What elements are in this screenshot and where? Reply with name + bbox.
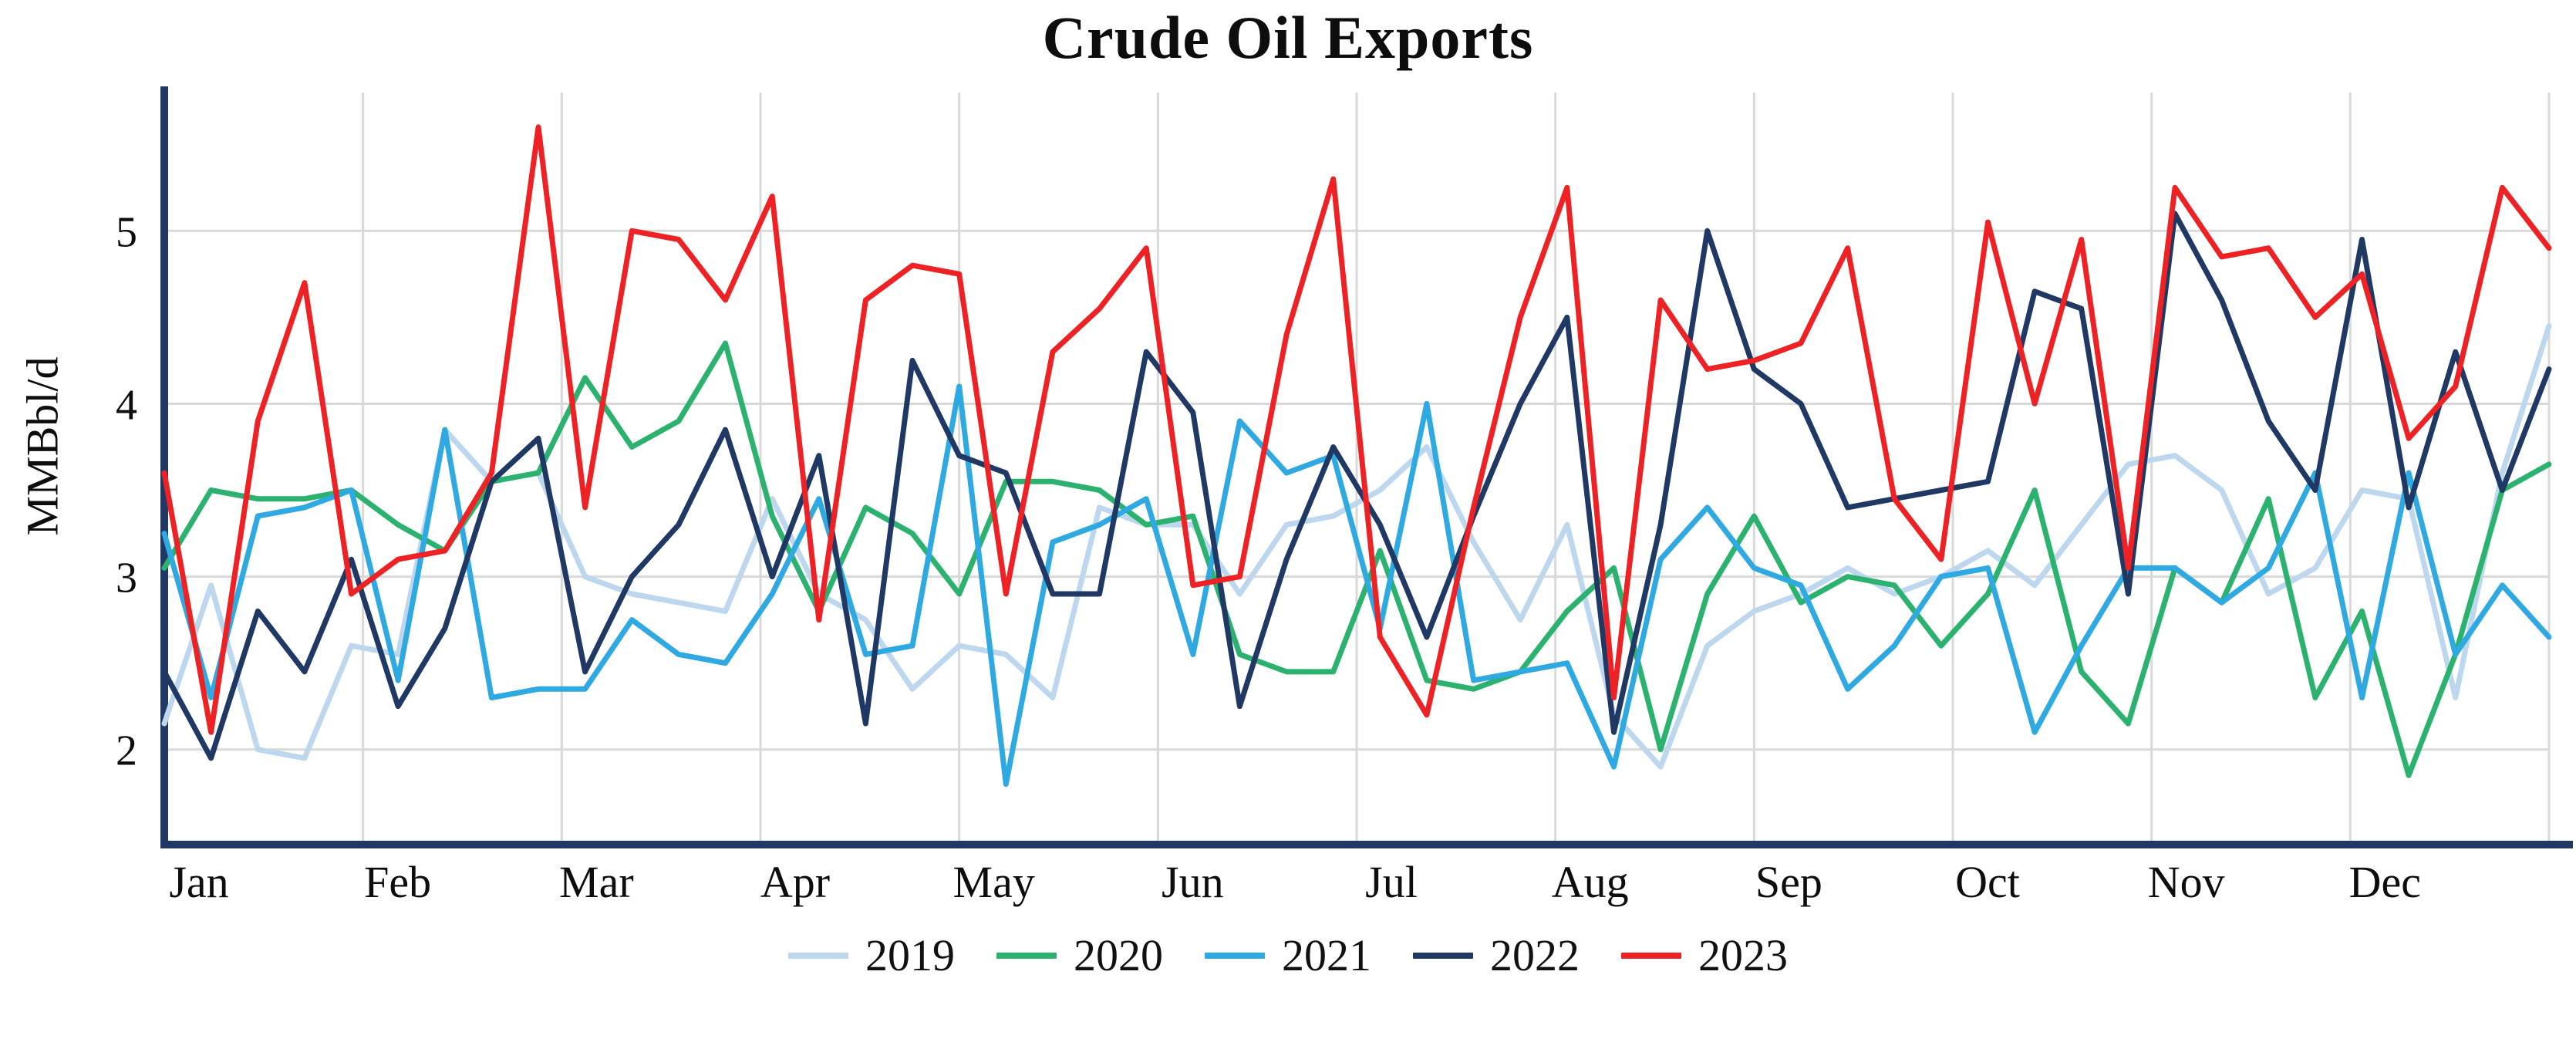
x-tick-label-jan: Jan — [169, 857, 228, 907]
x-tick-label-mar: Mar — [559, 857, 634, 907]
legend-swatch-2021 — [1205, 952, 1265, 959]
legend-label-2019: 2019 — [865, 930, 955, 980]
chart-title: Crude Oil Exports — [1042, 4, 1534, 71]
legend-item-2019: 2019 — [788, 929, 955, 981]
x-tick-label-jul: Jul — [1365, 857, 1418, 907]
x-tick-label-sep: Sep — [1755, 857, 1822, 907]
legend-item-2020: 2020 — [996, 929, 1163, 981]
legend-swatch-2023 — [1621, 952, 1681, 959]
legend-label-2020: 2020 — [1074, 930, 1163, 980]
x-tick-labels: Jan Feb Mar Apr May Jun Jul Aug Sep Oct Nov Dec — [169, 857, 2421, 907]
x-tick-label-jun: Jun — [1162, 857, 1224, 907]
y-tick-labels: 2 3 4 5 — [116, 208, 137, 774]
legend-label-2021: 2021 — [1282, 930, 1371, 980]
y-tick-label: 3 — [116, 555, 137, 602]
series-line-2021 — [161, 383, 2552, 788]
x-tick-label-apr: Apr — [760, 857, 830, 907]
series-line-2023 — [161, 124, 2552, 735]
x-tick-label-nov: Nov — [2148, 857, 2225, 907]
legend-item-2023: 2023 — [1621, 929, 1788, 981]
legend-swatch-2020 — [996, 952, 1057, 959]
y-tick-label: 2 — [116, 727, 137, 775]
legend-swatch-2019 — [788, 952, 848, 959]
x-tick-label-oct: Oct — [1955, 857, 2020, 907]
x-tick-label-may: May — [953, 857, 1035, 907]
series-line-2020 — [161, 340, 2552, 778]
x-tick-label-aug: Aug — [1552, 857, 1629, 907]
series-line-2022 — [161, 211, 2552, 761]
line-chart: 2 3 4 5 Jan Feb Mar Apr May Jun Jul Aug Sep Oct Nov Dec — [116, 86, 2573, 907]
legend-label-2023: 2023 — [1698, 930, 1788, 980]
legend-item-2022: 2022 — [1413, 929, 1580, 981]
y-tick-label: 5 — [116, 208, 137, 256]
x-tick-label-dec: Dec — [2349, 857, 2421, 907]
y-tick-label: 4 — [116, 381, 137, 429]
x-tick-label-feb: Feb — [364, 857, 431, 907]
series-line-2019 — [161, 323, 2552, 770]
legend-label-2022: 2022 — [1490, 930, 1580, 980]
legend-swatch-2022 — [1413, 952, 1473, 959]
chart-legend: 2019 2020 2021 2022 2023 — [0, 929, 2576, 981]
legend-item-2021: 2021 — [1205, 929, 1371, 981]
